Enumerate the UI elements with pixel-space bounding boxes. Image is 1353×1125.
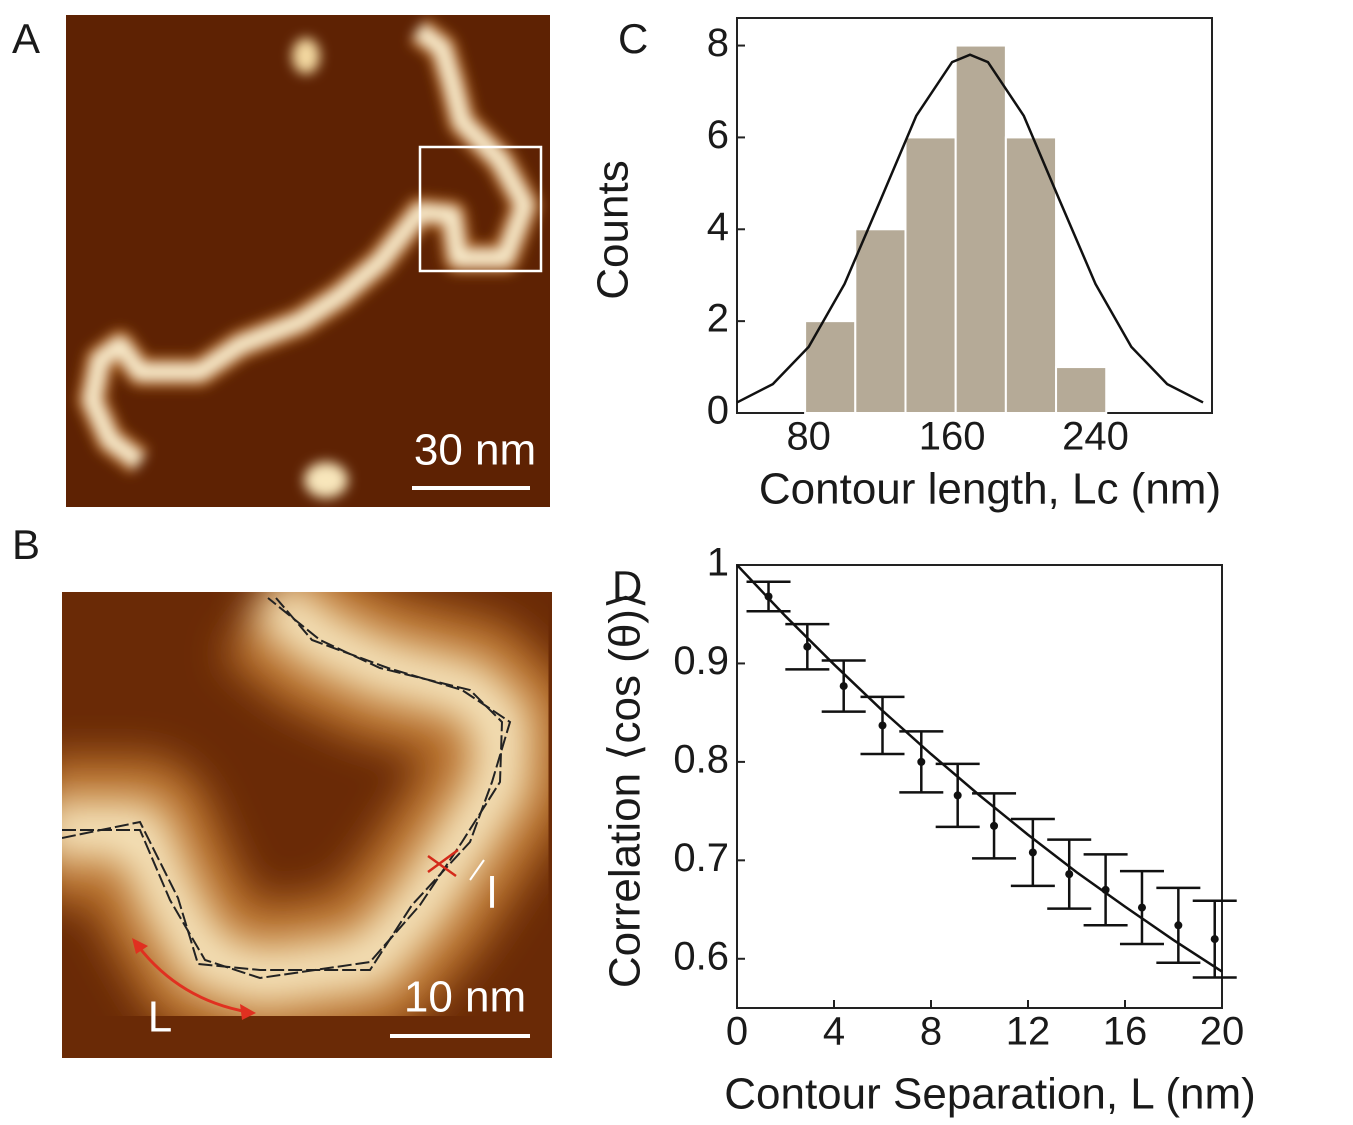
y-tick-label: 2 xyxy=(707,297,729,341)
afm-image-a xyxy=(66,15,550,507)
data-point xyxy=(1137,903,1146,912)
data-point xyxy=(1101,885,1110,894)
data-point xyxy=(1065,870,1074,879)
x-tick-label: 12 xyxy=(1006,1010,1051,1054)
data-point xyxy=(953,791,962,800)
data-point xyxy=(878,721,887,730)
panel-label: C xyxy=(618,15,648,62)
panel-label: B xyxy=(12,521,40,568)
data-point xyxy=(839,682,848,691)
y-tick-label: 0.8 xyxy=(673,737,729,781)
x-axis-label: Contour length, Lc (nm) xyxy=(759,465,1221,514)
y-tick-label: 0.9 xyxy=(673,639,729,683)
bar xyxy=(1004,136,1058,414)
data-point xyxy=(803,642,812,651)
y-axis-label: Correlation ⟨cos (θ)⟩ xyxy=(601,592,650,988)
fit-curve xyxy=(736,53,1204,404)
y-tick-label: 4 xyxy=(707,205,729,249)
bar xyxy=(804,320,857,414)
x-tick-label: 4 xyxy=(823,1010,845,1054)
annotation: L xyxy=(148,993,172,1042)
bar xyxy=(904,136,957,414)
bar xyxy=(854,228,907,414)
panel-label: A xyxy=(12,15,40,62)
data-point xyxy=(1174,921,1183,930)
x-tick-label: 16 xyxy=(1103,1010,1148,1054)
scale-bar-label: 30 nm xyxy=(414,426,536,475)
bar xyxy=(954,44,1007,415)
x-axis-label: Contour Separation, L (nm) xyxy=(724,1070,1256,1119)
y-tick-label: 1 xyxy=(707,541,729,585)
annotation: l xyxy=(487,869,497,918)
y-tick-label: 0.7 xyxy=(673,836,729,880)
x-tick-label: 0 xyxy=(726,1010,748,1054)
plot-frame xyxy=(736,564,1223,1009)
y-tick-label: 0.6 xyxy=(673,934,729,978)
data-point xyxy=(764,592,773,601)
x-tick-label: 80 xyxy=(786,415,831,459)
y-axis-label: Counts xyxy=(589,160,638,299)
x-tick-label: 160 xyxy=(919,415,986,459)
y-tick-label: 6 xyxy=(707,113,729,157)
bar xyxy=(1055,366,1108,414)
y-tick-label: 0 xyxy=(707,389,729,433)
x-tick-label: 20 xyxy=(1200,1010,1245,1054)
scale-bar-label: 10 nm xyxy=(404,973,526,1022)
data-point xyxy=(1210,935,1219,944)
afm-image-b xyxy=(62,592,552,1058)
x-tick-label: 240 xyxy=(1062,415,1129,459)
panel-label: D xyxy=(612,562,642,609)
data-point xyxy=(917,757,926,766)
y-tick-label: 8 xyxy=(707,21,729,65)
fit-curve xyxy=(736,564,1223,973)
data-point xyxy=(990,821,999,830)
data-point xyxy=(1028,848,1037,857)
x-tick-label: 8 xyxy=(920,1010,942,1054)
